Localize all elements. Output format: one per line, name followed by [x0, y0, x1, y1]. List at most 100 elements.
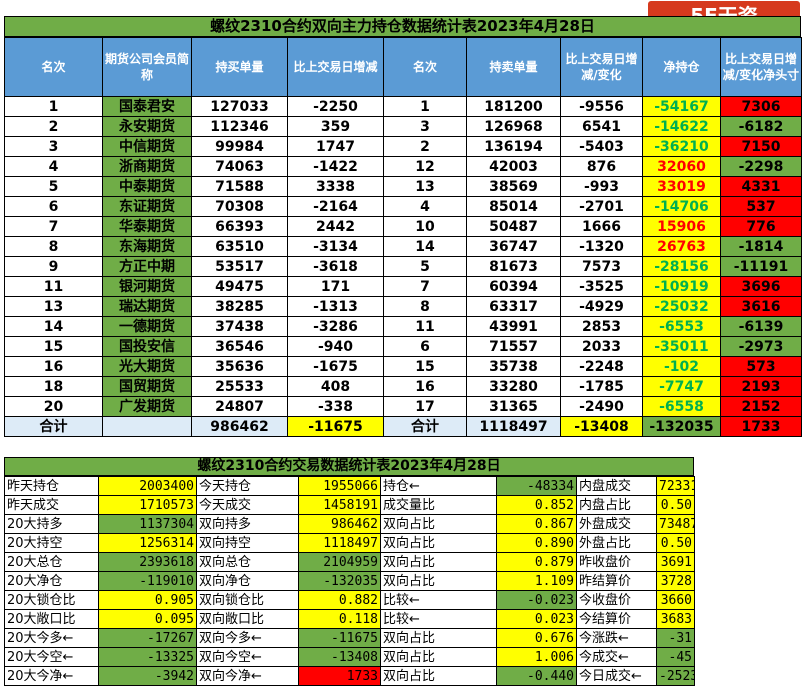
short-volume-cell: 181200: [466, 96, 561, 117]
metric-value: 1733: [298, 666, 381, 686]
table-row: 20大持空 1256314 双向持空 1118497 双向占比 0.890 外盘占比 0.50: [4, 533, 695, 553]
metric-value: -13325: [98, 647, 197, 667]
rank-cell: 18: [4, 376, 103, 397]
net-change-cell: -2298: [720, 156, 802, 177]
table-row: 20大今空← -13325 双向今空← -13408 双向占比 1.006 今成交← -45: [4, 647, 695, 667]
net-change-cell: -6182: [720, 116, 802, 137]
short-change-cell: -9556: [560, 96, 643, 117]
table-row: 15 国投安信 36546 -940 6 71557 2033 -35011 -2973: [4, 336, 802, 357]
header-cell: 名次: [383, 37, 467, 97]
metric-label: 20大持多: [4, 514, 99, 534]
metric-value: -17267: [98, 628, 197, 648]
rank-cell: 11: [4, 276, 103, 297]
table-row: 20 广发期货 24807 -338 17 31365 -2490 -6558 2152: [4, 396, 802, 417]
metric-label: 内盘占比: [576, 495, 657, 515]
metric-label: 成交量比: [380, 495, 497, 515]
metric-value: 1955066: [298, 476, 381, 496]
table-row: 4 浙商期货 74063 -1422 12 42003 876 32060 -2298: [4, 156, 802, 177]
metric-label: 昨天持仓: [4, 476, 99, 496]
short-rank-cell: 10: [383, 216, 467, 237]
rank-cell: 6: [4, 196, 103, 217]
long-volume-cell: 127033: [191, 96, 288, 117]
short-rank-cell: 4: [383, 196, 467, 217]
net-position-cell: -36210: [642, 136, 721, 157]
net-position-cell: -6553: [642, 316, 721, 337]
header-cell: 比上交易日增减/变化净头寸: [720, 37, 802, 97]
long-change-cell: 359: [287, 116, 384, 137]
rank-cell: 15: [4, 336, 103, 357]
metric-label: 双向持多: [196, 514, 299, 534]
metric-label: 双向今净←: [196, 666, 299, 686]
long-volume-cell: 38285: [191, 296, 288, 317]
short-rank-cell: 8: [383, 296, 467, 317]
metric-label: 比较←: [380, 609, 497, 629]
short-change-cell: 1666: [560, 216, 643, 237]
short-volume-cell: 35738: [466, 356, 561, 377]
metric-value: -31: [656, 628, 695, 648]
long-volume-cell: 24807: [191, 396, 288, 417]
metric-label: 双向占比: [380, 647, 497, 667]
net-change-cell: -11191: [720, 256, 802, 277]
net-position-cell: -35011: [642, 336, 721, 357]
metric-value: -252382: [656, 666, 695, 686]
metric-label: 双向占比: [380, 628, 497, 648]
short-change-cell: -4929: [560, 296, 643, 317]
company-cell: 中信期货: [102, 136, 192, 157]
header-cell: 期货公司会员简称: [102, 37, 192, 97]
long-change-cell: 1747: [287, 136, 384, 157]
metric-label: 昨天成交: [4, 495, 99, 515]
short-change-cell: -2248: [560, 356, 643, 377]
short-change-cell: 2853: [560, 316, 643, 337]
net-change-cell: -6139: [720, 316, 802, 337]
company-cell: 广发期货: [102, 396, 192, 417]
rank-cell: 7: [4, 216, 103, 237]
short-volume-cell: 136194: [466, 136, 561, 157]
table-row: 16 光大期货 35636 -1675 15 35738 -2248 -102 573: [4, 356, 802, 377]
metric-label: 双向占比: [380, 666, 497, 686]
bottom-table-title: 螺纹2310合约交易数据统计表2023年4月28日: [4, 457, 694, 476]
table-row: 20大净仓 -119010 双向净仓 -132035 双向占比 1.109 昨结算价 3728: [4, 571, 695, 591]
table-row: 6 东证期货 70308 -2164 4 85014 -2701 -14706 537: [4, 196, 802, 217]
total-cell: [102, 416, 192, 437]
total-cell: 1733: [720, 416, 802, 437]
table-row: 20大今多← -17267 双向今多← -11675 双向占比 0.676 今涨跌← -31: [4, 628, 695, 648]
short-volume-cell: 85014: [466, 196, 561, 217]
short-rank-cell: 16: [383, 376, 467, 397]
company-cell: 浙商期货: [102, 156, 192, 177]
net-change-cell: 2193: [720, 376, 802, 397]
metric-value: -132035: [298, 571, 381, 591]
metric-value: 3691: [656, 552, 695, 572]
long-volume-cell: 49475: [191, 276, 288, 297]
total-cell: -13408: [560, 416, 643, 437]
company-cell: 瑞达期货: [102, 296, 192, 317]
metric-label: 20大敞口比: [4, 609, 99, 629]
short-rank-cell: 14: [383, 236, 467, 257]
short-volume-cell: 63317: [466, 296, 561, 317]
metric-value: 3683: [656, 609, 695, 629]
table-row: 20大锁仓比 0.905 双向锁仓比 0.882 比较← -0.023 今收盘价 3660: [4, 590, 695, 610]
short-volume-cell: 31365: [466, 396, 561, 417]
table-row: 20大持多1137304双向持多986462双向占比0.867外盘成交73487…: [4, 514, 695, 534]
short-rank-cell: 5: [383, 256, 467, 277]
metric-label: 双向占比: [380, 552, 497, 572]
metric-label: 双向敞口比: [196, 609, 299, 629]
short-change-cell: -993: [560, 176, 643, 197]
long-change-cell: -3134: [287, 236, 384, 257]
metric-value: -45: [656, 647, 695, 667]
net-position-cell: -6558: [642, 396, 721, 417]
net-change-cell: 2152: [720, 396, 802, 417]
table-row: 3 中信期货 99984 1747 2 136194 -5403 -36210 7150: [4, 136, 802, 157]
total-cell: 1118497: [466, 416, 561, 437]
short-rank-cell: 2: [383, 136, 467, 157]
rank-cell: 3: [4, 136, 103, 157]
company-cell: 华泰期货: [102, 216, 192, 237]
metric-value: 1.109: [496, 571, 577, 591]
long-volume-cell: 112346: [191, 116, 288, 137]
total-row: 合计 986462 -11675 合计 1118497 -13408 -132035 1733: [4, 416, 802, 437]
table-row: 1 国泰君安 127033 -2250 1 181200 -9556 -54167 7306: [4, 96, 802, 117]
long-change-cell: -3286: [287, 316, 384, 337]
short-rank-cell: 7: [383, 276, 467, 297]
header-cell: 持买单量: [191, 37, 288, 97]
table-row: 7 华泰期货 66393 2442 10 50487 1666 15906 776: [4, 216, 802, 237]
